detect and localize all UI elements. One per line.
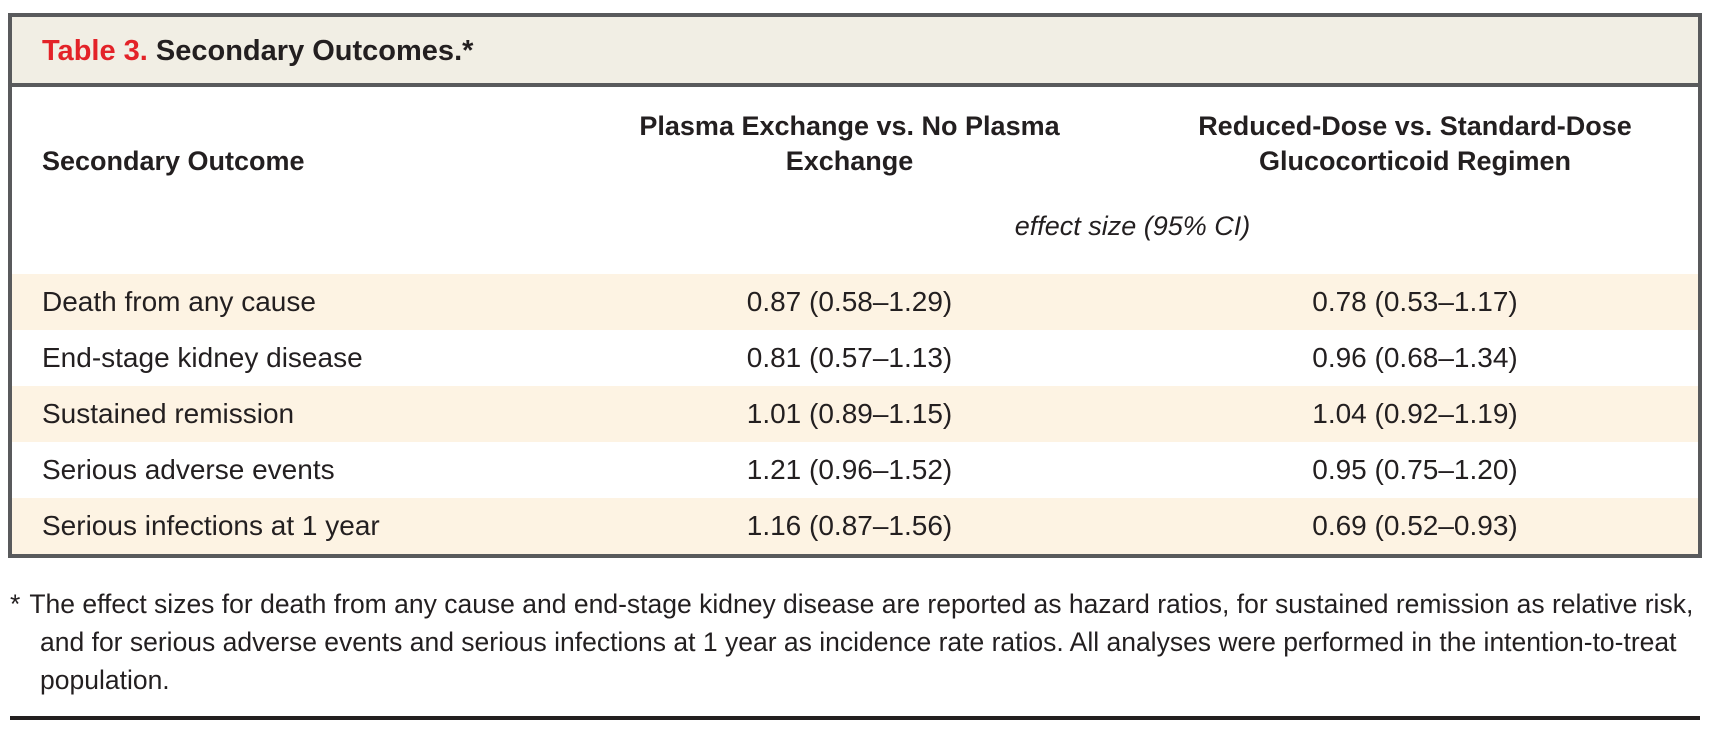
footnote-asterisk-marker: * — [10, 589, 21, 619]
plasma-value-cell: 1.16 (0.87–1.56) — [746, 510, 953, 541]
plasma-value-cell: 1.21 (0.96–1.52) — [746, 454, 953, 485]
outcome-cell: Sustained remission — [42, 398, 295, 429]
column-header-row: Secondary Outcome Plasma Exchange vs. No… — [12, 87, 1698, 183]
subheader-effect-size: effect size (95% CI) — [567, 183, 1698, 274]
table-row: Serious adverse events 1.21 (0.96–1.52) … — [12, 442, 1698, 498]
glucocorticoid-value-cell: 0.96 (0.68–1.34) — [1312, 342, 1518, 373]
outcome-cell: Serious adverse events — [42, 454, 335, 485]
column-header-outcome: Secondary Outcome — [42, 146, 305, 176]
footnote-text: The effect sizes for death from any caus… — [29, 589, 1694, 695]
column-header-plasma-label: Plasma Exchange vs. No Plasma Exchange — [639, 111, 1060, 176]
table-row: Sustained remission 1.01 (0.89–1.15) 1.0… — [12, 386, 1698, 442]
footnote: * The effect sizes for death from any cau… — [10, 585, 1698, 699]
subheader-row: effect size (95% CI) — [12, 183, 1698, 274]
plasma-value-cell: 0.81 (0.57–1.13) — [746, 342, 953, 373]
table-row: Serious infections at 1 year 1.16 (0.87–… — [12, 498, 1698, 554]
outcome-cell: End-stage kidney disease — [42, 342, 363, 373]
glucocorticoid-value-cell: 0.69 (0.52–0.93) — [1312, 510, 1518, 541]
outcome-cell: Serious infections at 1 year — [42, 510, 380, 541]
table-number-label: Table 3. — [42, 35, 148, 67]
plasma-value-cell: 1.01 (0.89–1.15) — [746, 398, 953, 429]
glucocorticoid-value-cell: 0.95 (0.75–1.20) — [1312, 454, 1518, 485]
outcome-cell: Death from any cause — [42, 286, 316, 317]
glucocorticoid-value-cell: 0.78 (0.53–1.17) — [1312, 286, 1518, 317]
secondary-outcomes-table: Secondary Outcome Plasma Exchange vs. No… — [12, 87, 1698, 554]
table-title-band: Table 3. Secondary Outcomes.* — [12, 17, 1698, 87]
column-header-plasma: Plasma Exchange vs. No Plasma Exchange — [567, 87, 1132, 183]
table-row: End-stage kidney disease 0.81 (0.57–1.13… — [12, 330, 1698, 386]
column-header-glucocorticoid: Reduced-Dose vs. Standard-Dose Glucocort… — [1132, 87, 1698, 183]
plasma-value-cell: 0.87 (0.58–1.29) — [746, 286, 953, 317]
bottom-rule — [10, 716, 1700, 720]
column-header-glucocorticoid-label: Reduced-Dose vs. Standard-Dose Glucocort… — [1198, 111, 1632, 176]
table-card: Table 3. Secondary Outcomes.* Secondary … — [8, 13, 1702, 558]
subheader-spacer — [12, 183, 567, 274]
glucocorticoid-value-cell: 1.04 (0.92–1.19) — [1312, 398, 1518, 429]
table-title-text: Secondary Outcomes.* — [155, 35, 474, 67]
table-row: Death from any cause 0.87 (0.58–1.29) 0.… — [12, 274, 1698, 330]
